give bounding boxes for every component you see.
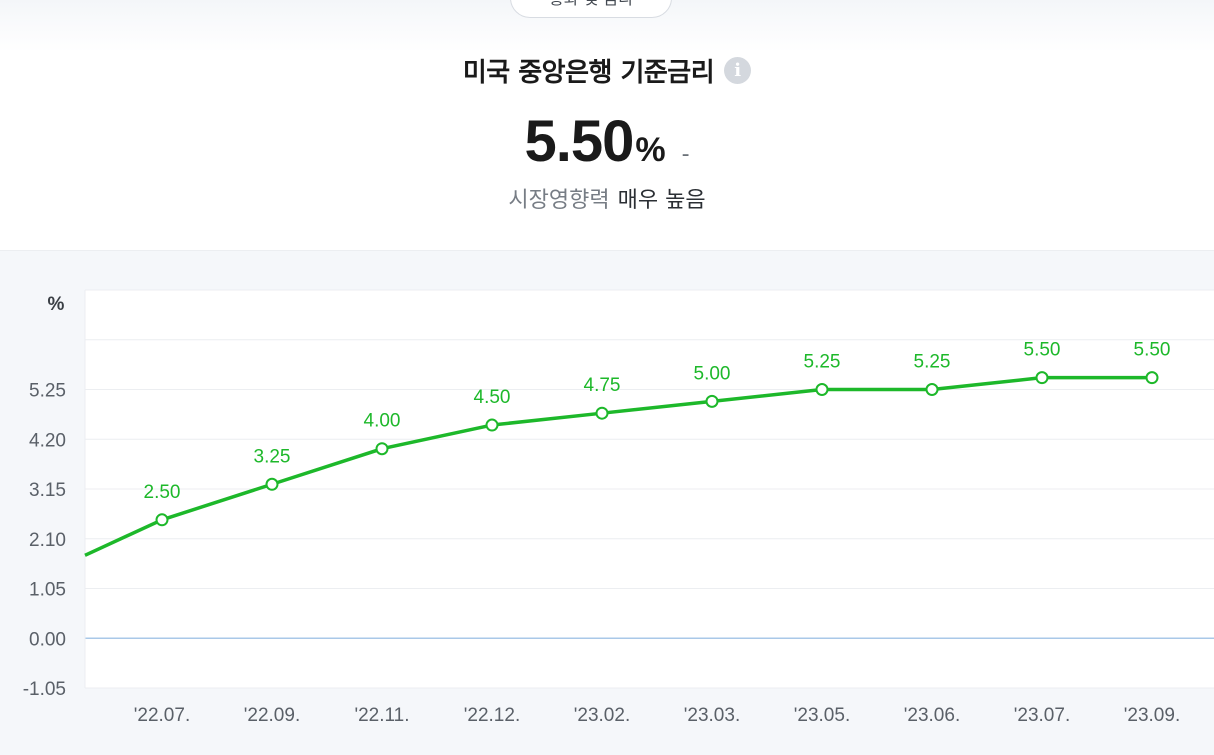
y-tick-label: 3.15: [29, 480, 66, 501]
y-tick-label: -1.05: [23, 679, 66, 700]
data-label: 5.50: [1024, 340, 1061, 361]
y-tick-label: 5.25: [29, 381, 66, 402]
data-point: [1145, 371, 1159, 385]
y-tick-label: 0.00: [29, 629, 66, 650]
data-point: [265, 477, 279, 491]
current-rate-value: 5.50: [524, 109, 634, 174]
indicator-header: 통화 및 금리 미국 중앙은행 기준금리 i 5.50 % - 시장영향력 매우…: [0, 0, 1214, 250]
market-impact-row: 시장영향력 매우 높음: [0, 180, 1214, 216]
x-tick-label: '23.05.: [794, 705, 850, 726]
data-label: 4.75: [584, 375, 621, 396]
data-point: [705, 394, 719, 408]
value-row: 5.50 % -: [0, 108, 1214, 174]
title-row: 미국 중앙은행 기준금리 i: [0, 50, 1214, 90]
x-tick-label: '22.12.: [464, 705, 520, 726]
y-tick-label: 1.05: [29, 580, 66, 601]
data-label: 2.50: [144, 482, 181, 503]
indicator-title: 미국 중앙은행 기준금리: [462, 57, 715, 88]
data-label: 4.00: [364, 411, 401, 432]
market-impact-value: 매우 높음: [617, 188, 706, 213]
x-tick-label: '22.07.: [134, 705, 190, 726]
info-icon[interactable]: i: [724, 56, 752, 84]
data-label: 4.50: [474, 387, 511, 408]
y-tick-label: 2.10: [29, 530, 66, 551]
x-tick-label: '23.09.: [1124, 705, 1180, 726]
x-tick-label: '23.02.: [574, 705, 630, 726]
category-tab[interactable]: 통화 및 금리: [510, 0, 672, 18]
market-impact-label: 시장영향력: [508, 188, 610, 213]
data-label: 5.50: [1134, 340, 1171, 361]
data-label: 5.00: [694, 363, 731, 384]
x-tick-label: '23.07.: [1014, 705, 1070, 726]
rate-change: -: [681, 142, 690, 167]
x-tick-label: '23.06.: [904, 705, 960, 726]
data-point: [815, 383, 829, 396]
current-rate-unit: %: [635, 131, 666, 169]
data-label: 5.25: [914, 352, 951, 373]
data-point: [595, 406, 609, 420]
x-tick-label: '22.11.: [354, 705, 409, 726]
data-point: [485, 418, 499, 432]
rate-chart: % 5.25 4.20 3.15 2.10 1.05 0.00 -1.05 '22.07. '22…: [0, 250, 1214, 755]
data-point: [375, 442, 389, 456]
data-point: [155, 513, 169, 527]
data-label: 3.25: [254, 446, 291, 467]
y-axis-unit-label: %: [48, 294, 65, 315]
x-tick-label: '22.09.: [244, 705, 300, 726]
x-tick-label: '23.03.: [684, 705, 740, 726]
data-point: [1035, 371, 1049, 385]
y-tick-label: 4.20: [29, 430, 66, 451]
line-chart-svg: % 5.25 4.20 3.15 2.10 1.05 0.00 -1.05 '22.07. '22…: [23, 289, 1214, 726]
data-label: 5.25: [804, 352, 841, 373]
data-point: [925, 383, 939, 396]
